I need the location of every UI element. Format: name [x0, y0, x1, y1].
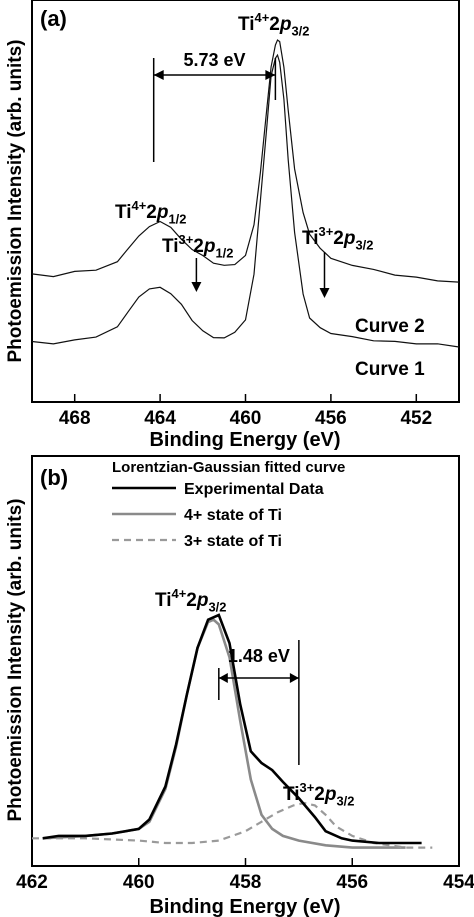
panel-a-ylabel: Photoemission Intensity (arb. units) [5, 39, 26, 362]
panel-b-xtick-label: 462 [16, 872, 48, 893]
panel-a-split-arrow-left [153, 70, 164, 80]
panel-a-arrow-ti3-12-head [191, 282, 202, 292]
panel-b-legend-entry: Experimental Data [184, 481, 324, 498]
panel-a-xlabel: Binding Energy (eV) [149, 429, 340, 451]
panel-b-ticks: 462 460 458 456 454 [16, 858, 474, 893]
panel-b-series-2 [42, 618, 406, 849]
panel-a-split-arrow-right [265, 70, 276, 80]
panel-b-ylabel: Photoemission Intensity (arb. units) [5, 498, 26, 821]
panel-b-xtick-label: 454 [443, 872, 474, 893]
panel-a-peak-ti4-12-label: Ti4+2p1/2 [115, 198, 186, 226]
panel-a: 468 464 460 456 452 Ti4+2p3/2 Ti4+2p1/2 Ti3+2p… [5, 0, 460, 451]
panel-a-curve2-label: Curve 2 [355, 316, 425, 337]
panel-b: 462 460 458 456 454 Ti4+2p3/2 Ti3+2p3/2 1.48 e… [5, 455, 474, 917]
panel-b-label: (b) [40, 465, 68, 490]
panel-a-peak-ti3-12-label: Ti3+2p1/2 [162, 232, 233, 260]
panel-b-split-arrow-left [218, 673, 228, 683]
panel-b-splitting-label: 1.48 eV [228, 646, 290, 666]
panel-a-xtick-label: 464 [144, 408, 176, 429]
panel-b-legend-title: Lorentzian-Gaussian fitted curve [112, 459, 345, 476]
panel-b-curves [32, 613, 433, 849]
panel-a-ticks: 468 464 460 456 452 [59, 394, 432, 429]
panel-b-annotations: Ti4+2p3/2 Ti3+2p3/2 1.48 eV [155, 586, 354, 808]
panel-b-legend-entry: 3+ state of Ti [184, 533, 282, 550]
panel-b-legend: Lorentzian-Gaussian fitted curve Experime… [112, 459, 345, 550]
panel-b-xtick-label: 460 [123, 872, 155, 893]
panel-a-curve1-label: Curve 1 [355, 359, 425, 380]
panel-a-peak-main-label: Ti4+2p3/2 [238, 10, 309, 38]
panel-a-arrow-ti3-32-head [319, 288, 330, 298]
panel-b-xtick-label: 458 [230, 872, 262, 893]
panel-a-xtick-label: 452 [400, 408, 432, 429]
panel-a-splitting-label: 5.73 eV [184, 50, 246, 70]
panel-b-xlabel: Binding Energy (eV) [149, 896, 340, 917]
panel-a-xtick-label: 460 [230, 408, 262, 429]
panel-a-xtick-label: 456 [315, 408, 347, 429]
panel-b-peak-main-label: Ti4+2p3/2 [155, 586, 226, 614]
panel-a-xtick-label: 468 [59, 408, 91, 429]
panel-a-peak-ti3-32-label: Ti3+2p3/2 [302, 224, 373, 252]
panel-b-split-arrow-right [289, 673, 299, 683]
panel-b-series-1 [42, 613, 422, 845]
panel-a-annotations: Ti4+2p3/2 Ti4+2p1/2 Ti3+2p1/2 Ti3+2p3/2 5.73… [115, 10, 425, 380]
panel-a-series-2 [31, 53, 460, 348]
panel-a-curves [31, 39, 460, 348]
panel-a-series-1 [31, 39, 460, 283]
panel-b-series-3 [32, 801, 433, 849]
panel-b-legend-entry: 4+ state of Ti [184, 507, 282, 524]
panel-a-label: (a) [40, 6, 67, 31]
panel-b-xtick-label: 456 [336, 872, 368, 893]
panel-b-peak-ti3-32-label: Ti3+2p3/2 [283, 780, 354, 808]
